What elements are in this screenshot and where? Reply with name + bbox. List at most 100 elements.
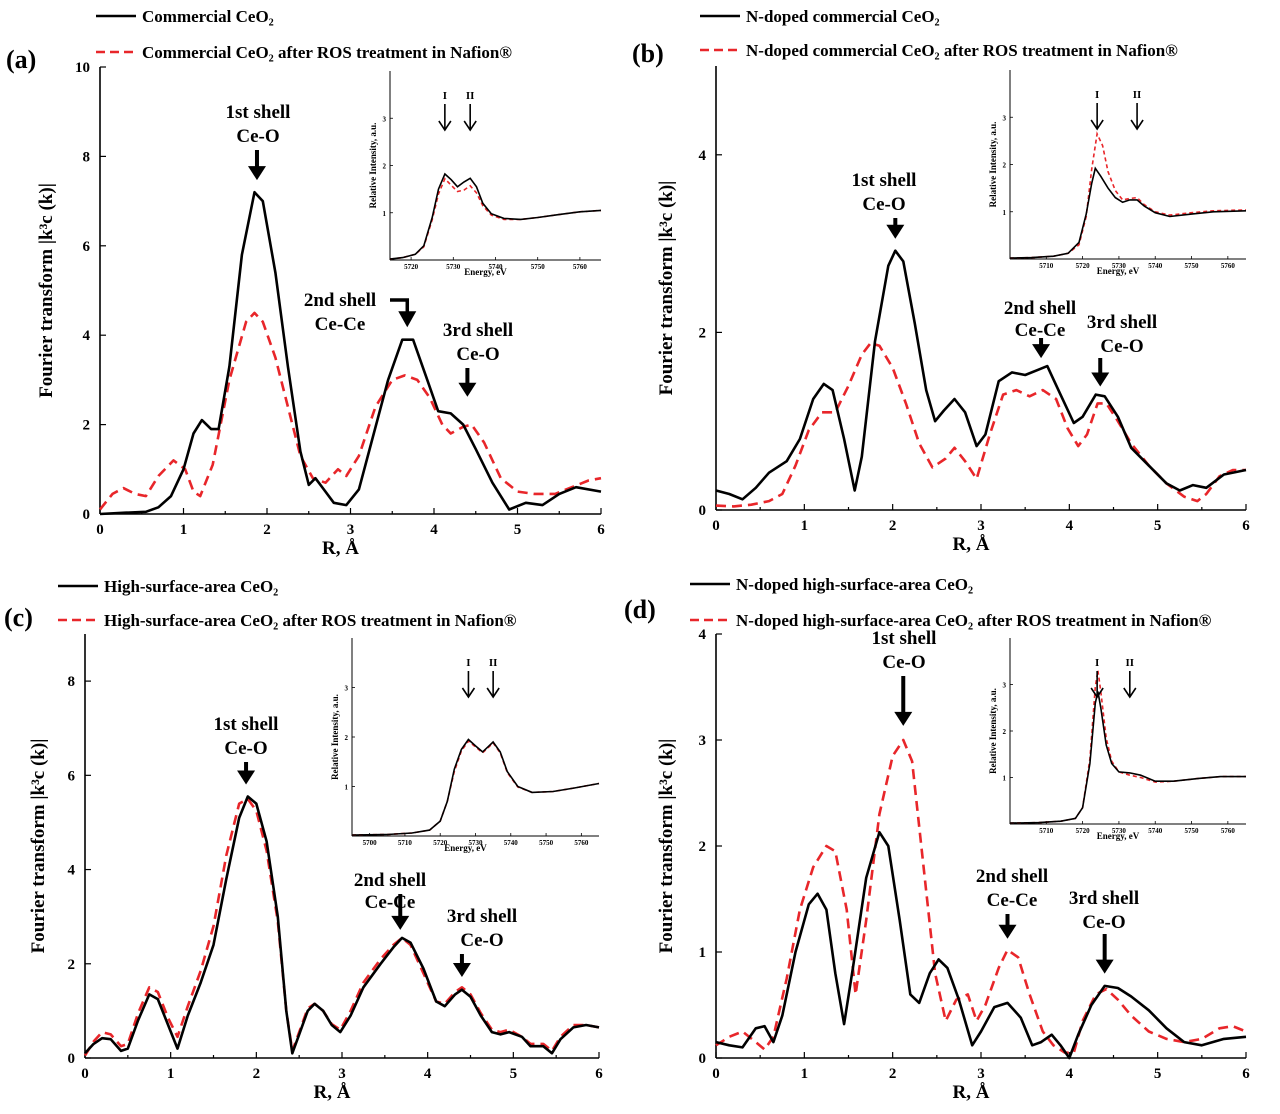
inset: 5720 5730 5740 5750 5760 1 2 3 Energy, eV Relativ… <box>368 67 602 277</box>
y-axis-title: Fourier transform |k³c (k)| <box>28 739 49 954</box>
inset-y-tick-label: 3 <box>383 115 387 123</box>
annotation-1: 1st shell Ce-O <box>852 170 916 239</box>
y-tick-label: 6 <box>83 239 91 255</box>
inset-x-tick-label: 5730 <box>1112 827 1127 835</box>
x-tick-label: 1 <box>167 1066 175 1082</box>
panel-label: (d) <box>624 595 656 624</box>
annotation-shell: 3rd shell <box>1087 312 1157 333</box>
inset-x-tick-label: 5750 <box>1185 827 1200 835</box>
annotation-bond: Ce-O <box>236 126 279 147</box>
inset-y-tick-label: 3 <box>345 685 349 693</box>
annotation-bond: Ce-Ce <box>315 314 366 335</box>
x-axis-title: R, Å <box>953 534 990 555</box>
annotation-3: 3rd shell Ce-O <box>1069 888 1139 974</box>
x-tick-label: 1 <box>801 518 809 534</box>
inset-series-ros-treated <box>389 177 602 260</box>
inset-x-tick-label: 5760 <box>574 839 589 847</box>
x-tick-label: 4 <box>424 1066 432 1082</box>
inset-background <box>368 67 601 276</box>
inset-x-tick-label: 5740 <box>1148 262 1163 270</box>
legend-label: N-doped commercial CeO₂ <box>746 7 940 26</box>
inset-peak-marker-label: I <box>443 90 447 102</box>
y-tick-label: 0 <box>68 1051 76 1067</box>
annotation-bond: Ce-O <box>1082 912 1125 933</box>
annotation-arrow-head <box>452 962 471 977</box>
annotation-1: 1st shell Ce-O <box>214 714 279 785</box>
annotation-arrow-head <box>1032 344 1051 359</box>
annotation-1: 1st shell Ce-O <box>226 102 290 181</box>
annotation-bond: Ce-O <box>456 344 499 365</box>
inset-peak-marker-label: II <box>1126 657 1135 669</box>
x-tick-label: 5 <box>1154 518 1162 534</box>
inset-y-axis-title: Relative Intensity, a.u. <box>988 688 998 774</box>
y-tick-label: 10 <box>75 60 90 76</box>
annotation-arrow-head <box>1091 372 1110 387</box>
y-tick-label: 8 <box>68 674 76 690</box>
inset-x-tick-label: 5760 <box>1221 262 1236 270</box>
inset-peak-arrow-head <box>1090 687 1104 699</box>
y-tick-label: 4 <box>699 148 707 164</box>
x-tick-label: 3 <box>977 1066 985 1082</box>
y-tick-label: 0 <box>699 503 707 519</box>
annotation-arrow-head <box>237 770 256 785</box>
x-tick-label: 6 <box>597 522 605 538</box>
inset-peak-arrow-head <box>461 687 476 699</box>
inset-peak-marker-label: II <box>489 657 498 669</box>
y-tick-label: 3 <box>699 733 707 749</box>
annotation-bond: Ce-Ce <box>1015 320 1066 341</box>
inset: 5700 5710 5720 5730 5740 5750 5760 1 2 3 Energy, e… <box>330 634 600 853</box>
annotation-bond: Ce-Ce <box>987 890 1038 911</box>
x-tick-label: 3 <box>347 522 355 538</box>
x-tick-label: 1 <box>801 1066 809 1082</box>
series-line-untreated <box>84 795 600 1055</box>
annotation-3: 3rd shell Ce-O <box>1087 312 1157 387</box>
inset-y-axis-title: Relative Intensity, a.u. <box>330 694 340 780</box>
annotation-2: 2nd shell Ce-Ce <box>976 866 1048 939</box>
inset-peak-arrow-head <box>486 687 500 699</box>
x-tick-label: 5 <box>1154 1066 1162 1082</box>
inset-y-tick-label: 2 <box>1003 162 1007 170</box>
inset-series-untreated <box>1009 691 1246 824</box>
x-tick-label: 0 <box>96 522 104 538</box>
annotation-3: 3rd shell Ce-O <box>443 320 513 397</box>
annotation-arrow-head <box>391 915 410 930</box>
inset-peak-marker-label: II <box>1133 89 1142 101</box>
y-tick-label: 4 <box>83 328 91 344</box>
inset-background <box>988 634 1246 840</box>
annotation-1: 1st shell Ce-O <box>872 628 936 726</box>
inset-x-tick-label: 5740 <box>1148 827 1163 835</box>
inset-x-tick-label: 5720 <box>1076 827 1091 835</box>
inset-peak-arrow-head <box>1130 119 1144 131</box>
inset: 5710 5720 5730 5740 5750 5760 1 2 3 Energy, eV Rel… <box>988 66 1247 276</box>
y-tick-label: 6 <box>68 768 76 784</box>
inset-y-tick-label: 3 <box>1003 682 1007 690</box>
panel-label: (c) <box>4 603 33 632</box>
inset-series-untreated <box>389 172 602 260</box>
y-tick-label: 0 <box>699 1051 707 1067</box>
annotation-bond: Ce-O <box>224 738 267 759</box>
annotation-arrow-elbow <box>390 298 410 316</box>
annotation-bond: Ce-O <box>460 930 503 951</box>
annotation-arrow-head <box>247 166 266 181</box>
inset-x-axis-title: Energy, eV <box>1097 266 1140 276</box>
inset-y-tick-label: 2 <box>345 734 349 742</box>
x-tick-label: 2 <box>889 518 897 534</box>
x-tick-label: 0 <box>712 1066 720 1082</box>
annotation-shell: 3rd shell <box>1069 888 1139 909</box>
inset-x-tick-label: 5750 <box>539 839 554 847</box>
annotation-shell: 2nd shell <box>976 866 1048 887</box>
annotation-shell: 1st shell <box>214 714 279 735</box>
legend-label: Commercial CeO₂ after ROS treatment in N… <box>142 43 512 62</box>
y-axis-title: Fourier transform |k³c (k)| <box>656 181 677 396</box>
x-tick-label: 0 <box>81 1066 89 1082</box>
panel-a: (a) Commercial CeO₂ Commercial CeO₂ after … <box>6 7 605 559</box>
series-line-ros-treated <box>98 311 602 511</box>
y-axis-title: Fourier transform |k³c (k)| <box>656 739 677 954</box>
annotation-bond: Ce-O <box>1100 336 1143 357</box>
y-tick-label: 4 <box>699 627 707 643</box>
annotation-shell: 2nd shell <box>304 290 376 311</box>
y-tick-label: 2 <box>699 325 707 341</box>
inset-peak-arrow-head <box>1123 687 1137 699</box>
annotation-arrow-head <box>886 224 905 239</box>
